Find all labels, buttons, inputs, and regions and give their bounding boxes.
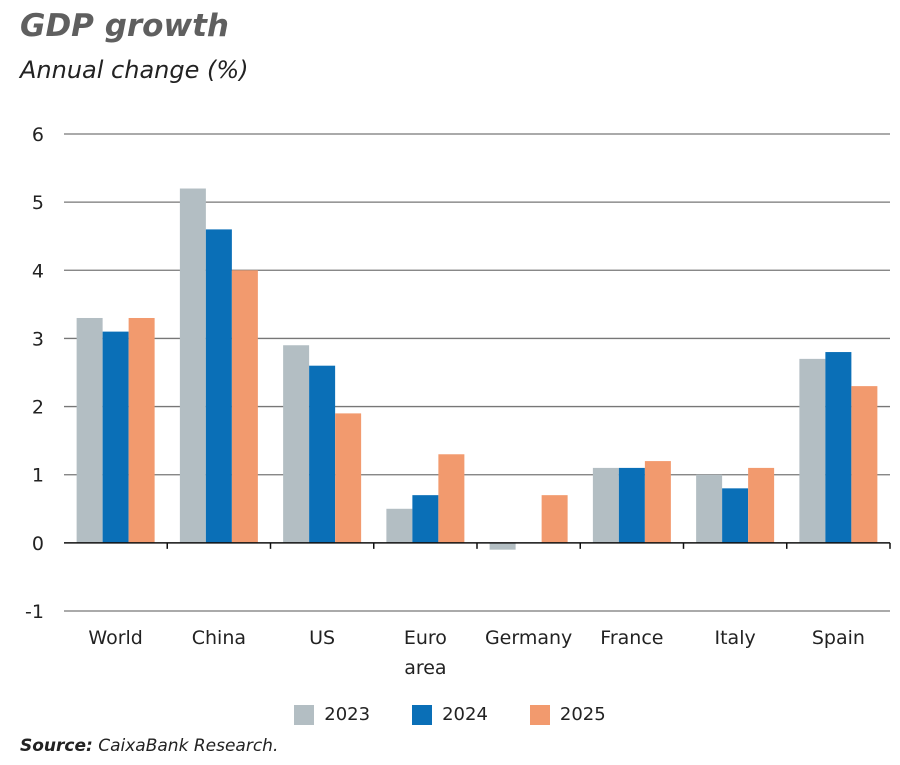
chart-title: GDP growth: [20, 8, 229, 44]
x-tick-label: US: [309, 627, 335, 649]
chart-subtitle: Annual change (%): [20, 56, 249, 84]
bar-2023-spain: [799, 358, 826, 543]
bar-2023-world: [76, 317, 103, 543]
bar-2023-euro-area: [386, 508, 413, 543]
bar-2024-us: [309, 365, 336, 543]
bar-2023-france: [592, 467, 619, 543]
x-tick-label: World: [88, 627, 142, 649]
y-tick-label: 0: [32, 533, 44, 555]
bar-2024-euro-area: [412, 495, 439, 543]
x-tick-label: Spain: [812, 627, 865, 649]
legend-swatch: [294, 704, 315, 725]
legend-item-2024: 2024: [412, 704, 488, 725]
bar-2025-world: [128, 317, 155, 543]
y-tick-label: 6: [32, 124, 44, 146]
bar-2023-italy: [696, 474, 723, 543]
bar-2024-france: [618, 467, 645, 543]
legend-swatch: [529, 704, 550, 725]
legend: 2023 2024 2025: [0, 704, 900, 725]
y-tick-label: 1: [32, 465, 44, 487]
bar-2023-china: [179, 188, 206, 543]
x-tick-label: Germany: [485, 627, 572, 649]
bar-2023-us: [283, 345, 310, 543]
bar-2024-world: [102, 331, 129, 543]
bar-2024-china: [205, 229, 232, 543]
legend-swatch: [412, 704, 433, 725]
x-tick-label: Italy: [715, 627, 756, 649]
bar-2024-italy: [722, 488, 749, 543]
legend-label: 2024: [442, 704, 488, 725]
source-label: Source:: [20, 736, 93, 756]
bar-2025-italy: [748, 467, 775, 543]
legend-item-2023: 2023: [294, 704, 370, 725]
bar-2023-germany: [489, 542, 516, 550]
bar-2025-france: [644, 461, 671, 543]
bar-2024-spain: [825, 352, 852, 543]
y-tick-label: -1: [25, 601, 44, 623]
y-tick-label: 4: [32, 260, 44, 282]
bar-2025-germany: [541, 495, 568, 543]
bar-2025-spain: [851, 386, 878, 543]
x-tick-label: France: [600, 627, 663, 649]
source-text: CaixaBank Research.: [92, 736, 279, 756]
legend-label: 2025: [559, 704, 606, 725]
y-tick-label: 3: [32, 328, 44, 350]
y-tick-label: 2: [32, 397, 44, 419]
x-tick-label: China: [192, 627, 246, 649]
x-tick-label: area: [404, 657, 446, 679]
x-tick-label: Euro: [404, 627, 447, 649]
legend-label: 2023: [324, 704, 371, 725]
y-tick-label: 5: [32, 192, 44, 214]
source-note: Source: CaixaBank Research.: [20, 736, 278, 756]
bar-chart: -1 0 1 2 3 4 5 6 World China US Euro area Germany Fran…: [25, 124, 891, 679]
bar-2025-us: [335, 413, 362, 543]
legend-item-2025: 2025: [529, 704, 606, 725]
bar-2025-euro-area: [438, 454, 465, 543]
bar-2025-china: [231, 270, 258, 543]
